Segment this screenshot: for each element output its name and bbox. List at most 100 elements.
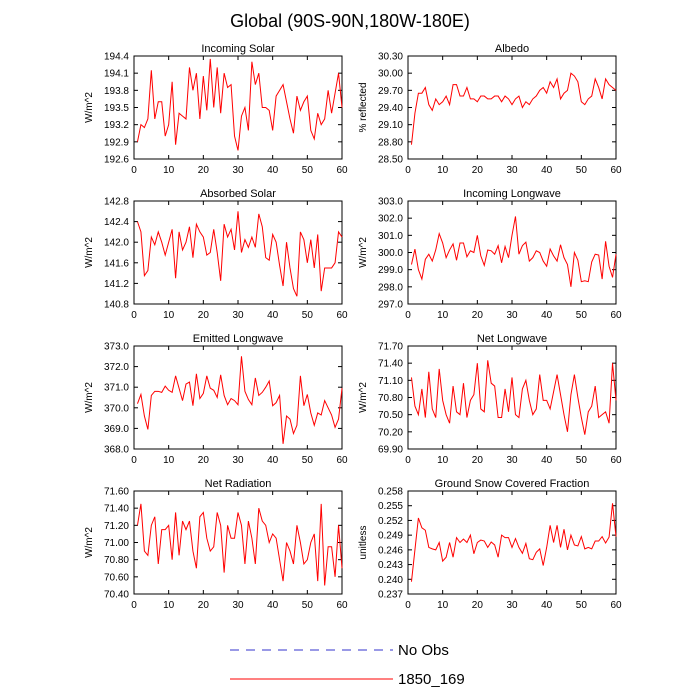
y-tick-label: 368.0 — [104, 445, 129, 456]
y-tick-label: 0.240 — [378, 575, 403, 586]
y-tick-label: 193.2 — [104, 120, 129, 131]
x-tick-label: 0 — [405, 600, 411, 611]
y-axis-label: % reflected — [358, 82, 369, 132]
y-tick-label: 71.10 — [378, 376, 403, 387]
y-tick-label: 71.70 — [378, 342, 403, 353]
x-tick-label: 40 — [267, 310, 279, 321]
x-tick-label: 50 — [302, 165, 314, 176]
x-tick-label: 10 — [163, 455, 175, 466]
x-tick-label: 40 — [541, 455, 553, 466]
series-line-1850_169 — [410, 72, 617, 145]
y-tick-label: 299.0 — [378, 265, 403, 276]
x-tick-label: 40 — [267, 600, 279, 611]
panels-group: Incoming Solar 192.6 192.9 193.2 193.5 193.8 1… — [84, 43, 622, 611]
panel-2: Absorbed Solar 140.8 141.2 141.6 142.0 142.4 1… — [84, 188, 348, 321]
y-tick-label: 0.258 — [378, 487, 403, 498]
y-tick-label: 0.249 — [378, 531, 403, 542]
x-tick-label: 50 — [302, 600, 314, 611]
y-tick-label: 29.70 — [378, 86, 403, 97]
y-tick-label: 0.246 — [378, 545, 403, 556]
x-tick-label: 50 — [302, 455, 314, 466]
y-tick-label: 302.0 — [378, 214, 403, 225]
x-tick-label: 20 — [198, 310, 210, 321]
x-tick-label: 10 — [437, 165, 449, 176]
x-tick-label: 40 — [267, 165, 279, 176]
y-tick-label: 193.5 — [104, 103, 129, 114]
y-tick-label: 70.20 — [378, 427, 403, 438]
y-axis-label: W/m^2 — [84, 237, 95, 268]
series-line-1850_169 — [137, 356, 343, 444]
x-tick-label: 60 — [336, 165, 348, 176]
panel-5: Net Longwave 69.90 70.20 70.50 70.80 71.10 71.… — [358, 333, 622, 466]
x-tick-label: 10 — [437, 600, 449, 611]
panel-0: Incoming Solar 192.6 192.9 193.2 193.5 193.8 1… — [84, 43, 348, 176]
x-tick-label: 30 — [506, 455, 518, 466]
y-axis-label: unitless — [358, 526, 369, 560]
x-tick-label: 20 — [472, 455, 484, 466]
y-tick-label: 70.80 — [378, 393, 403, 404]
x-tick-label: 10 — [163, 600, 175, 611]
y-tick-label: 70.60 — [104, 572, 129, 583]
y-tick-label: 0.252 — [378, 516, 403, 527]
panel-title: Net Radiation — [205, 478, 272, 490]
panel-6: Net Radiation 70.40 70.60 70.80 71.00 71.20 71… — [84, 478, 348, 611]
x-tick-label: 40 — [541, 600, 553, 611]
y-tick-label: 192.9 — [104, 137, 129, 148]
legend: No Obs 1850_169 — [230, 642, 465, 688]
panel-7: Ground Snow Covered Fraction 0.237 0.240 0.… — [358, 478, 622, 611]
x-tick-label: 30 — [506, 600, 518, 611]
x-tick-label: 40 — [541, 310, 553, 321]
x-tick-label: 0 — [131, 600, 137, 611]
series-line-1850_169 — [410, 503, 617, 582]
y-tick-label: 194.4 — [104, 52, 129, 63]
y-tick-label: 298.0 — [378, 282, 403, 293]
y-tick-label: 193.8 — [104, 86, 129, 97]
x-tick-label: 60 — [336, 600, 348, 611]
y-tick-label: 71.40 — [378, 359, 403, 370]
panel-title: Incoming Longwave — [463, 188, 561, 200]
plot-frame — [407, 55, 617, 160]
plot-frame — [133, 345, 343, 450]
y-tick-label: 303.0 — [378, 197, 403, 208]
x-tick-label: 20 — [198, 600, 210, 611]
y-tick-label: 140.8 — [104, 300, 129, 311]
y-tick-label: 0.243 — [378, 560, 403, 571]
x-tick-label: 50 — [302, 310, 314, 321]
x-tick-label: 50 — [576, 310, 588, 321]
x-tick-label: 30 — [232, 600, 244, 611]
x-tick-label: 10 — [163, 310, 175, 321]
y-tick-label: 369.0 — [104, 424, 129, 435]
panel-title: Ground Snow Covered Fraction — [435, 478, 590, 490]
plot-frame — [407, 200, 617, 305]
legend-label-1850-169: 1850_169 — [398, 671, 465, 688]
panel-title: Albedo — [495, 43, 529, 55]
y-tick-label: 142.8 — [104, 197, 129, 208]
x-tick-label: 30 — [232, 455, 244, 466]
y-tick-label: 28.50 — [378, 155, 403, 166]
x-tick-label: 10 — [437, 455, 449, 466]
y-tick-label: 373.0 — [104, 342, 129, 353]
x-tick-label: 60 — [336, 455, 348, 466]
y-tick-label: 70.40 — [104, 590, 129, 601]
legend-label-no-obs: No Obs — [398, 642, 449, 659]
panel-3: Incoming Longwave297.0298.0299.0300.0301… — [358, 188, 622, 321]
y-axis-label: W/m^2 — [358, 382, 369, 413]
x-tick-label: 0 — [405, 310, 411, 321]
y-tick-label: 30.30 — [378, 52, 403, 63]
y-axis-label: W/m^2 — [84, 527, 95, 558]
y-axis-label: W/m^2 — [84, 92, 95, 123]
series-line-1850_169 — [136, 58, 343, 151]
panel-4: Emitted Longwave 368.0 369.0 370.0 371.0 372.… — [84, 333, 348, 466]
y-tick-label: 0.237 — [378, 590, 403, 601]
x-tick-label: 60 — [336, 310, 348, 321]
panel-title: Net Longwave — [477, 333, 547, 345]
x-tick-label: 50 — [576, 600, 588, 611]
y-tick-label: 71.40 — [104, 504, 129, 515]
y-tick-label: 29.10 — [378, 120, 403, 131]
y-tick-label: 301.0 — [378, 231, 403, 242]
y-tick-label: 370.0 — [104, 403, 129, 414]
x-tick-label: 40 — [267, 455, 279, 466]
series-line-1850_169 — [410, 360, 617, 435]
x-tick-label: 60 — [610, 165, 622, 176]
x-tick-label: 30 — [232, 310, 244, 321]
